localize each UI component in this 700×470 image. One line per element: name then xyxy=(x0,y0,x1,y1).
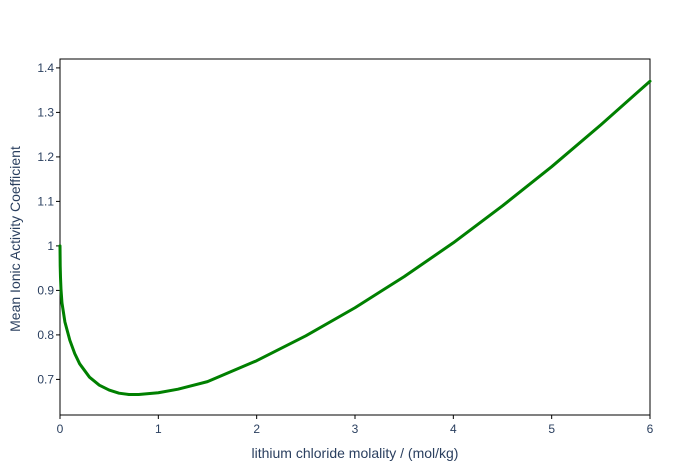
x-tick-label: 1 xyxy=(155,422,162,436)
y-tick-label: 0.7 xyxy=(37,372,54,386)
x-axis-ticks: 0 1 2 3 4 5 6 xyxy=(57,415,654,436)
x-axis-title: lithium chloride molality / (mol/kg) xyxy=(252,445,459,461)
y-tick-label: 1.3 xyxy=(37,105,54,119)
x-tick-label: 5 xyxy=(548,422,555,436)
x-tick-label: 0 xyxy=(57,422,64,436)
x-tick-label: 6 xyxy=(647,422,654,436)
activity-coefficient-line xyxy=(58,79,652,397)
y-tick-label: 1.4 xyxy=(37,61,54,75)
y-tick-label: 1 xyxy=(47,239,54,253)
y-tick-label: 1.2 xyxy=(37,150,54,164)
y-tick-label: 1.1 xyxy=(37,194,54,208)
y-tick-label: 0.8 xyxy=(37,328,54,342)
x-tick-label: 3 xyxy=(352,422,359,436)
y-axis-title: Mean Ionic Activity Coefficient xyxy=(7,146,23,332)
y-axis-ticks: 0.7 0.8 0.9 1 1.1 1.2 1.3 1.4 xyxy=(37,61,60,386)
x-tick-label: 2 xyxy=(253,422,260,436)
y-tick-label: 0.9 xyxy=(37,283,54,297)
x-tick-label: 4 xyxy=(450,422,457,436)
